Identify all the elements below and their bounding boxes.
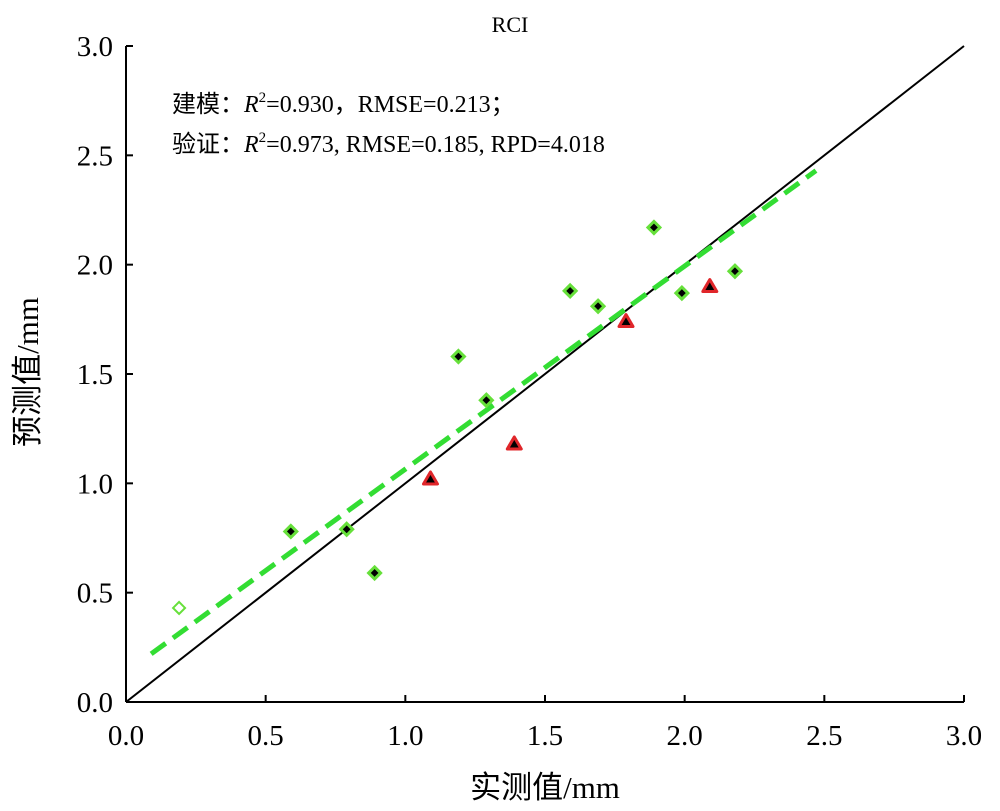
fit-trend-line [149, 168, 818, 656]
chart-lines [125, 45, 965, 703]
modeling-point [338, 521, 355, 538]
validation-point [617, 313, 635, 329]
x-tick-label: 1.0 [387, 720, 423, 752]
x-axis-title: 实测值/mm [470, 770, 620, 805]
modeling-open-point [171, 600, 187, 616]
modeling-point [645, 219, 663, 236]
x-tick-label: 2.0 [667, 720, 703, 752]
modeling-point [478, 392, 495, 409]
modeling-point [562, 282, 579, 300]
modeling-point [589, 298, 607, 315]
y-tick-label: 3.0 [77, 31, 113, 63]
y-tick-label: 1.0 [77, 468, 113, 500]
y-tick-label: 0.5 [77, 578, 113, 610]
modeling-annotation: 建模：R2=0.930，RMSE=0.213； [172, 90, 515, 118]
x-tick-label: 2.5 [806, 720, 842, 752]
modeling-prefix: 建模： [172, 91, 244, 118]
validation-point [505, 435, 523, 451]
modeling-point [450, 348, 467, 365]
validation-prefix: 验证： [172, 131, 244, 158]
y-tick-label: 2.5 [77, 140, 113, 172]
validation-r2-label: R [243, 132, 259, 158]
validation-point [701, 278, 719, 294]
modeling-r2-label: R [243, 92, 259, 118]
x-tick-label: 1.5 [527, 720, 563, 752]
chart-title: RCI [492, 12, 529, 37]
validation-r2-sup: 2 [259, 130, 267, 146]
modeling-point [282, 523, 299, 540]
y-axis-title: 预测值/mm [10, 297, 45, 447]
axes: 0.0 0.5 1.0 1.5 2.0 2.5 3.0 0.0 0.5 1.0 1.5 2.0 2.5 3… [77, 31, 982, 752]
x-tick-label: 0.0 [108, 720, 144, 752]
one-to-one-line [125, 45, 965, 703]
y-tick-label: 2.0 [77, 250, 113, 282]
y-tick-label: 0.0 [77, 687, 113, 719]
modeling-point [726, 263, 744, 280]
validation-annotation: 验证：R2=0.973, RMSE=0.185, RPD=4.018 [172, 130, 605, 158]
validation-point [421, 470, 439, 486]
validation-stats: =0.973, RMSE=0.185, RPD=4.018 [266, 132, 605, 158]
x-tick-label: 0.5 [248, 720, 284, 752]
modeling-stats: =0.930，RMSE=0.213； [266, 92, 514, 118]
y-tick-label: 1.5 [77, 359, 113, 391]
x-tick-label: 3.0 [946, 720, 982, 752]
modeling-point [366, 564, 383, 582]
modeling-point [673, 284, 690, 302]
data-points [171, 219, 744, 616]
modeling-r2-sup: 2 [259, 90, 267, 106]
